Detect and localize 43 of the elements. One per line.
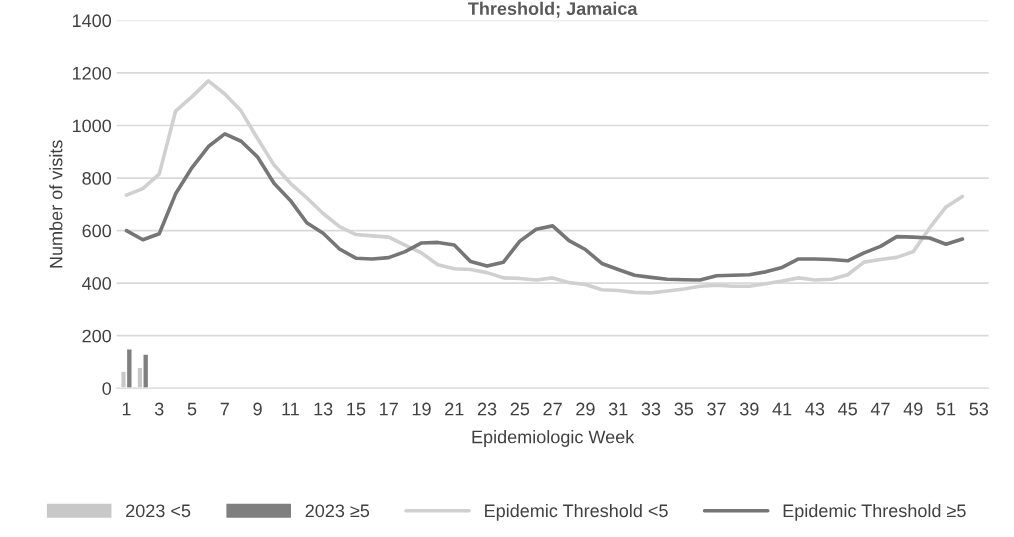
- x-tick-label: 3: [154, 402, 164, 416]
- y-tick-label: 0: [102, 382, 112, 395]
- y-tick-label: 200: [82, 329, 112, 343]
- y-axis-title: Number of visits: [49, 140, 63, 268]
- y-tick-label: 800: [82, 171, 112, 185]
- x-tick-label: 41: [772, 402, 792, 416]
- x-tick-label: 21: [445, 402, 464, 416]
- x-tick-label: 29: [576, 402, 595, 416]
- x-axis-title: Epidemiologic Week: [472, 430, 635, 447]
- y-tick-label: 1400: [72, 14, 112, 28]
- x-tick-label: 5: [187, 402, 197, 416]
- legend-label: 2023 ≥5: [305, 504, 370, 518]
- x-tick-label: 15: [347, 402, 366, 416]
- x-tick-label: 45: [838, 402, 857, 416]
- x-tick-label: 31: [608, 402, 628, 416]
- legend-label: 2023 <5: [126, 504, 191, 518]
- x-tick-label: 37: [707, 402, 726, 416]
- x-tick-label: 47: [870, 402, 890, 416]
- chart-title: Threshold; Jamaica: [468, 1, 638, 18]
- x-tick-label: 49: [903, 402, 923, 416]
- x-tick-label: 17: [380, 402, 398, 416]
- x-tick-label: 43: [805, 402, 825, 416]
- line-series: [124, 132, 965, 282]
- x-tick-label: 7: [220, 402, 229, 416]
- x-tick-label: 9: [253, 402, 262, 416]
- x-tick-label: 33: [641, 402, 661, 416]
- y-tick-label: 600: [82, 224, 112, 238]
- x-tick-label: 25: [510, 402, 530, 416]
- x-tick-label: 51: [936, 402, 956, 416]
- y-tick-label: 1000: [72, 119, 112, 133]
- x-tick-label: 53: [969, 402, 989, 416]
- x-tick-label: 19: [412, 402, 431, 416]
- x-tick-label: 23: [477, 402, 497, 416]
- x-tick-label: 27: [543, 402, 562, 416]
- x-tick-label: 1: [122, 402, 131, 416]
- x-tick-label: 11: [282, 402, 299, 416]
- x-tick-label: 35: [674, 402, 694, 416]
- legend-label: Epidemic Threshold <5: [485, 503, 668, 521]
- y-tick-label: 400: [82, 277, 112, 290]
- x-tick-label: 13: [314, 402, 333, 416]
- y-tick-label: 1200: [72, 66, 112, 80]
- legend-label: Epidemic Threshold ≥5: [783, 503, 966, 521]
- x-tick-label: 39: [739, 402, 759, 416]
